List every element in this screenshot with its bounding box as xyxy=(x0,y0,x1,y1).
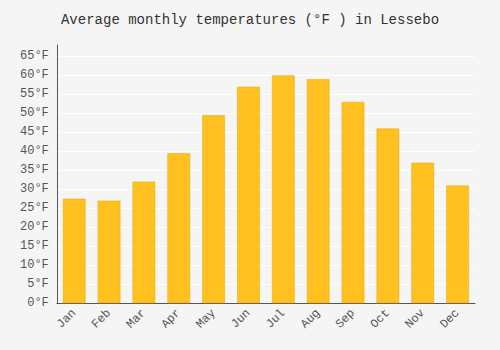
svg-text:20°F: 20°F xyxy=(20,220,49,234)
svg-text:Average monthly temperatures (: Average monthly temperatures (°F ) in Le… xyxy=(61,12,439,28)
svg-text:Jul: Jul xyxy=(263,306,288,331)
svg-text:35°F: 35°F xyxy=(20,163,49,177)
svg-text:25°F: 25°F xyxy=(20,201,49,215)
svg-text:0°F: 0°F xyxy=(27,296,49,310)
svg-text:Mar: Mar xyxy=(124,306,149,331)
svg-text:65°F: 65°F xyxy=(20,49,49,63)
svg-text:Sep: Sep xyxy=(333,306,358,331)
svg-text:May: May xyxy=(193,306,218,331)
svg-text:45°F: 45°F xyxy=(20,125,49,139)
svg-text:Nov: Nov xyxy=(403,306,428,331)
svg-text:10°F: 10°F xyxy=(20,258,49,272)
svg-text:15°F: 15°F xyxy=(20,239,49,253)
svg-text:60°F: 60°F xyxy=(20,68,49,82)
svg-text:Dec: Dec xyxy=(437,306,462,331)
svg-text:50°F: 50°F xyxy=(20,106,49,120)
svg-text:40°F: 40°F xyxy=(20,144,49,158)
svg-text:30°F: 30°F xyxy=(20,182,49,196)
svg-text:Apr: Apr xyxy=(159,306,184,331)
svg-text:Oct: Oct xyxy=(368,306,393,331)
svg-text:Jun: Jun xyxy=(228,306,253,331)
svg-text:Aug: Aug xyxy=(298,306,323,331)
svg-text:5°F: 5°F xyxy=(27,277,49,291)
svg-text:Feb: Feb xyxy=(89,306,114,331)
svg-text:55°F: 55°F xyxy=(20,87,49,101)
svg-text:Jan: Jan xyxy=(54,306,79,331)
